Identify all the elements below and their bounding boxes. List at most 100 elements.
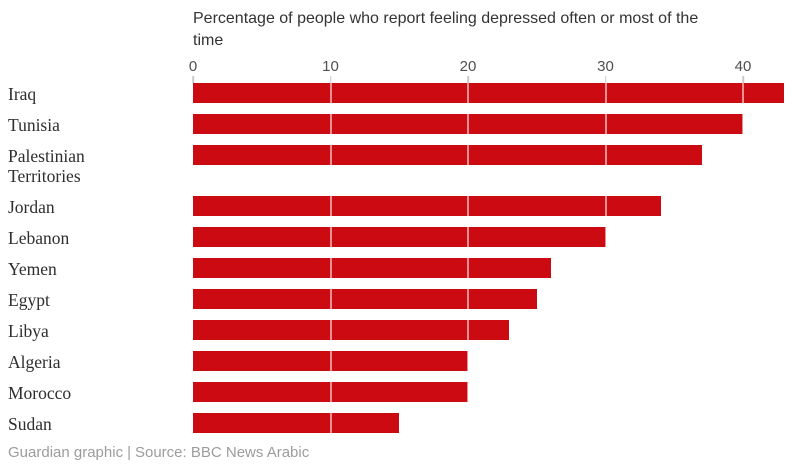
gridline bbox=[329, 227, 332, 247]
axis-spacer bbox=[0, 58, 193, 76]
bar-track bbox=[193, 351, 798, 371]
country-label: Yemen bbox=[8, 259, 57, 279]
gridline bbox=[467, 114, 469, 134]
x-ticks bbox=[192, 76, 798, 83]
gridline bbox=[604, 196, 607, 216]
gridline bbox=[604, 320, 607, 340]
country-label: Tunisia bbox=[8, 115, 60, 135]
x-axis: 0 10 20 30 40 bbox=[189, 58, 798, 76]
bar-row: Egypt bbox=[0, 289, 807, 310]
gridline bbox=[742, 114, 744, 134]
bar-row: Sudan bbox=[0, 413, 807, 434]
gridline bbox=[329, 258, 332, 278]
source-text: Source: BBC News Arabic bbox=[134, 444, 310, 461]
chart-title: Percentage of people who report feeling … bbox=[193, 10, 699, 49]
gridline bbox=[742, 382, 744, 402]
gridline bbox=[467, 289, 469, 309]
gridline bbox=[467, 351, 469, 371]
gridline bbox=[329, 145, 332, 165]
gridline bbox=[467, 227, 469, 247]
country-label: Libya bbox=[8, 321, 49, 341]
gridline bbox=[604, 382, 607, 402]
gridline bbox=[467, 258, 469, 278]
bar-row: Iraq bbox=[0, 83, 807, 104]
bar-track bbox=[193, 258, 798, 278]
credit-text: Guardian graphic bbox=[8, 444, 124, 461]
bar-track bbox=[193, 145, 798, 165]
gridline bbox=[742, 227, 744, 247]
gridline bbox=[604, 145, 607, 165]
bar-row: Morocco bbox=[0, 382, 807, 403]
axis-tick-label: 20 bbox=[459, 58, 477, 75]
bar-track bbox=[193, 320, 798, 340]
gridline bbox=[604, 258, 607, 278]
bar-row: Palestinian Territories bbox=[0, 145, 807, 186]
gridline bbox=[467, 320, 469, 340]
country-label: Morocco bbox=[8, 383, 72, 403]
gridline bbox=[329, 114, 332, 134]
axis-tick-mark bbox=[192, 76, 194, 83]
gridline bbox=[467, 83, 469, 103]
bar bbox=[193, 83, 785, 103]
bar-track bbox=[193, 114, 798, 134]
bar-track bbox=[193, 227, 798, 247]
gridline bbox=[742, 413, 744, 433]
gridline bbox=[329, 382, 332, 402]
gridline bbox=[742, 83, 744, 103]
gridline bbox=[604, 114, 607, 134]
gridline bbox=[329, 320, 332, 340]
axis-tick-label: 0 bbox=[188, 58, 198, 75]
bar-row: Tunisia bbox=[0, 114, 807, 135]
axis-tick-mark bbox=[467, 76, 469, 83]
axis-tick-mark bbox=[742, 76, 744, 83]
country-label: Egypt bbox=[8, 290, 50, 310]
gridline bbox=[604, 227, 607, 247]
country-label: Algeria bbox=[8, 352, 61, 372]
bar bbox=[193, 227, 606, 247]
axis-tick-label: 10 bbox=[322, 58, 339, 75]
gridline bbox=[742, 351, 744, 371]
bar-rows: Iraq Tunisia Palestinian Territories Jor… bbox=[0, 83, 807, 434]
bar-row: Libya bbox=[0, 320, 807, 341]
bar bbox=[193, 145, 702, 165]
x-ticks-row bbox=[0, 76, 807, 83]
country-label: Palestinian Territories bbox=[8, 146, 85, 186]
gridline bbox=[742, 289, 744, 309]
gridline bbox=[329, 351, 332, 371]
bar bbox=[193, 413, 400, 433]
gridline bbox=[604, 289, 607, 309]
gridline bbox=[604, 351, 607, 371]
gridline bbox=[742, 258, 744, 278]
bar-track bbox=[193, 382, 798, 402]
bar bbox=[193, 289, 537, 309]
gridline bbox=[329, 289, 332, 309]
bar-row: Yemen bbox=[0, 258, 807, 279]
bar-row: Lebanon bbox=[0, 227, 807, 248]
gridline bbox=[467, 145, 469, 165]
bar bbox=[193, 196, 661, 216]
gridline bbox=[604, 83, 607, 103]
bar-track bbox=[193, 413, 798, 433]
gridline bbox=[604, 413, 607, 433]
bar bbox=[193, 258, 551, 278]
gridline bbox=[467, 196, 469, 216]
ticks-spacer bbox=[0, 76, 193, 83]
gridline bbox=[742, 320, 744, 340]
gridline bbox=[467, 382, 469, 402]
bar-row: Jordan bbox=[0, 196, 807, 217]
axis-tick-label: 40 bbox=[734, 58, 752, 75]
axis-tick-mark bbox=[604, 76, 607, 83]
country-label: Lebanon bbox=[8, 228, 70, 248]
country-label: Jordan bbox=[8, 197, 55, 217]
bar-track bbox=[193, 83, 798, 103]
gridline bbox=[329, 413, 332, 433]
bar-track bbox=[193, 196, 798, 216]
country-label: Sudan bbox=[8, 414, 52, 434]
bar-row: Algeria bbox=[0, 351, 807, 372]
axis-tick-label: 30 bbox=[597, 58, 614, 75]
footer-credit: Guardian graphic | Source: BBC News Arabic bbox=[8, 444, 807, 462]
axis-tick-mark bbox=[329, 76, 332, 83]
footer-separator: | bbox=[127, 444, 131, 461]
gridline bbox=[467, 413, 469, 433]
x-axis-row: 0 10 20 30 40 bbox=[0, 58, 807, 76]
